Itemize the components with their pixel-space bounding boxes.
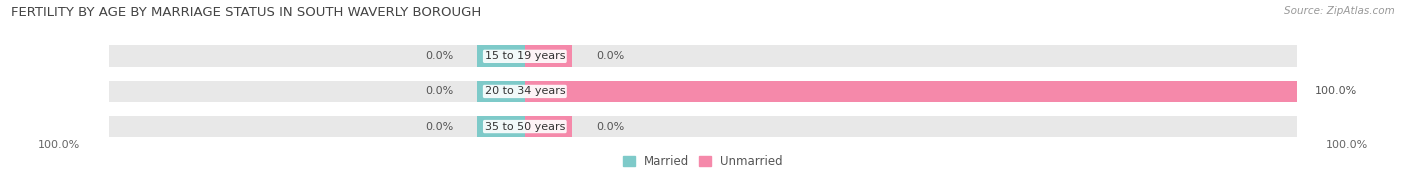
Text: 100.0%: 100.0% [1315, 86, 1357, 96]
Text: 100.0%: 100.0% [38, 140, 80, 150]
Bar [477, 45, 524, 67]
Bar [524, 81, 1296, 102]
Text: 15 to 19 years: 15 to 19 years [485, 51, 565, 61]
Text: 0.0%: 0.0% [425, 122, 454, 132]
Text: 0.0%: 0.0% [596, 122, 624, 132]
Text: 20 to 34 years: 20 to 34 years [485, 86, 565, 96]
Bar [477, 116, 524, 137]
Bar [524, 116, 572, 137]
Bar [110, 81, 1296, 102]
Text: 0.0%: 0.0% [425, 51, 454, 61]
Text: 35 to 50 years: 35 to 50 years [485, 122, 565, 132]
Legend: Married, Unmarried: Married, Unmarried [619, 150, 787, 173]
Bar [110, 45, 1296, 67]
Text: 100.0%: 100.0% [1326, 140, 1368, 150]
Bar [477, 81, 524, 102]
Text: FERTILITY BY AGE BY MARRIAGE STATUS IN SOUTH WAVERLY BOROUGH: FERTILITY BY AGE BY MARRIAGE STATUS IN S… [11, 6, 481, 19]
Bar [524, 81, 572, 102]
Text: Source: ZipAtlas.com: Source: ZipAtlas.com [1284, 6, 1395, 16]
Bar [524, 45, 572, 67]
Text: 0.0%: 0.0% [425, 86, 454, 96]
Bar [110, 116, 1296, 137]
Text: 0.0%: 0.0% [596, 51, 624, 61]
